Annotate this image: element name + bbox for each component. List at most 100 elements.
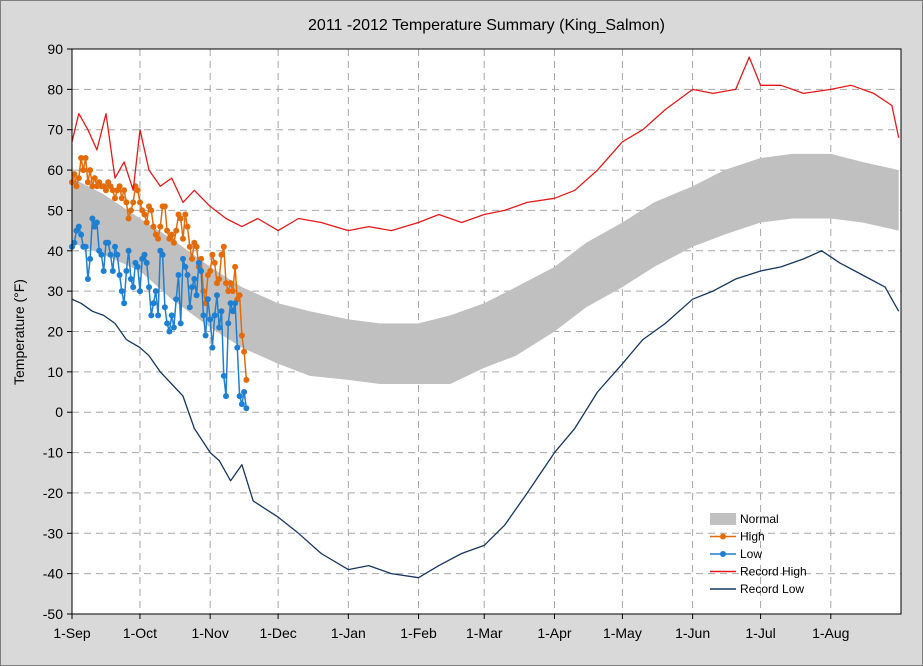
y-tick-label: -10 (43, 445, 63, 461)
series-low-point (87, 255, 94, 262)
series-high-point (223, 280, 229, 287)
series-low-point (209, 344, 216, 351)
series-high-point (82, 155, 89, 161)
series-low-point (170, 324, 177, 331)
series-record-low-line (71, 250, 900, 579)
series-low-point (198, 268, 205, 274)
series-high-point (84, 179, 91, 186)
series-low-point (200, 312, 207, 319)
series-low-point (236, 393, 243, 400)
series-high-point (157, 223, 164, 230)
series-low-point (134, 263, 141, 270)
x-tick-label: 1-Nov (191, 625, 228, 641)
series-low-point (143, 259, 150, 266)
y-tick-label: 0 (55, 404, 63, 420)
legend-label-record-high: Record High (740, 565, 807, 579)
y-tick-label: 50 (47, 202, 63, 218)
series-layer (69, 56, 900, 579)
series-low-point (130, 284, 137, 291)
series-high-point (243, 376, 250, 383)
series-normal-band (72, 153, 899, 384)
series-low-point (112, 243, 118, 250)
series-low-point (241, 389, 248, 395)
series-low-point (123, 268, 130, 274)
series-low-point (71, 239, 78, 246)
x-tick-label: 1-Mar (466, 625, 503, 641)
series-low-point (229, 308, 236, 315)
x-tick-label: 1-Oct (123, 625, 157, 641)
series-high-point (220, 243, 227, 250)
x-axis-ticks: 1-Sep 1-Oct 1-Nov 1-Dec 1-Jan 1-Feb 1-Mar 1-Apr… (53, 614, 849, 641)
series-high-point (75, 175, 82, 182)
series-high-point (236, 292, 243, 299)
series-high-point (211, 259, 218, 266)
series-high-point (134, 187, 141, 194)
series-high-point (80, 167, 87, 174)
series-low-point (118, 288, 125, 295)
series-low-point (159, 251, 166, 258)
series-high-point (150, 223, 157, 230)
series-low-point (164, 320, 171, 327)
series-low-point (152, 288, 159, 295)
series-low-point (141, 251, 148, 258)
series-high-point (177, 215, 184, 222)
series-low-point (161, 304, 168, 311)
series-low-point (225, 320, 232, 327)
series-low-point (146, 284, 152, 291)
y-tick-label: 80 (47, 81, 63, 97)
x-tick-label: 1-Feb (400, 625, 437, 641)
y-axis-ticks: -50 -40 -30 -20 -10 0 10 20 30 40 50 60 70 80 90 (43, 41, 72, 622)
series-high-point (168, 231, 175, 238)
series-low-point (234, 344, 241, 351)
series-high-point (103, 187, 109, 194)
series-low-point (89, 215, 96, 222)
series-low-point (98, 251, 105, 258)
series-low-point (105, 239, 112, 246)
series-low-point (193, 292, 200, 299)
series-low-point (220, 372, 227, 379)
x-tick-label: 1-Jan (331, 625, 366, 641)
y-tick-label: -30 (43, 525, 63, 541)
series-high-point (118, 195, 125, 202)
series-low-point (186, 304, 193, 311)
series-high-point (109, 187, 116, 194)
series-low-point (191, 276, 198, 282)
series-low-point (216, 324, 223, 331)
series-low-point (150, 300, 157, 307)
series-high-point (229, 288, 236, 295)
series-high-point (143, 219, 150, 226)
x-tick-label: 1-Jul (745, 625, 775, 641)
series-high-point (164, 227, 171, 234)
series-low-point (211, 312, 218, 319)
series-high-point (116, 183, 123, 190)
legend-label-record-low: Record Low (740, 582, 804, 596)
series-high-point (173, 227, 180, 234)
chart-title: 2011 -2012 Temperature Summary (King_Sal… (308, 17, 665, 34)
series-high-point (91, 175, 98, 182)
y-tick-label: 60 (47, 162, 63, 178)
x-tick-label: 1-Aug (812, 625, 849, 641)
series-low-point (166, 328, 173, 335)
series-low-point (207, 316, 214, 323)
series-low-point (78, 231, 85, 238)
series-low-point (180, 255, 186, 262)
series-low-point (182, 263, 189, 270)
series-low-point (184, 272, 191, 278)
series-high-point (141, 211, 148, 218)
series-low-point (232, 300, 239, 307)
series-high-point (218, 251, 225, 258)
series-low-point (189, 284, 195, 291)
series-high-point (184, 223, 191, 230)
y-tick-label: 40 (47, 243, 63, 259)
y-tick-label: 70 (47, 122, 63, 138)
series-low-point (204, 296, 211, 303)
series-low-point (175, 272, 182, 278)
series-low-point (195, 259, 202, 266)
series-high-point (127, 207, 134, 214)
legend-label-low: Low (740, 547, 762, 561)
y-tick-label: -50 (43, 606, 63, 622)
y-axis-label: Temperature (°F) (11, 279, 27, 385)
series-low-point (218, 308, 225, 315)
series-low-point (148, 312, 155, 319)
